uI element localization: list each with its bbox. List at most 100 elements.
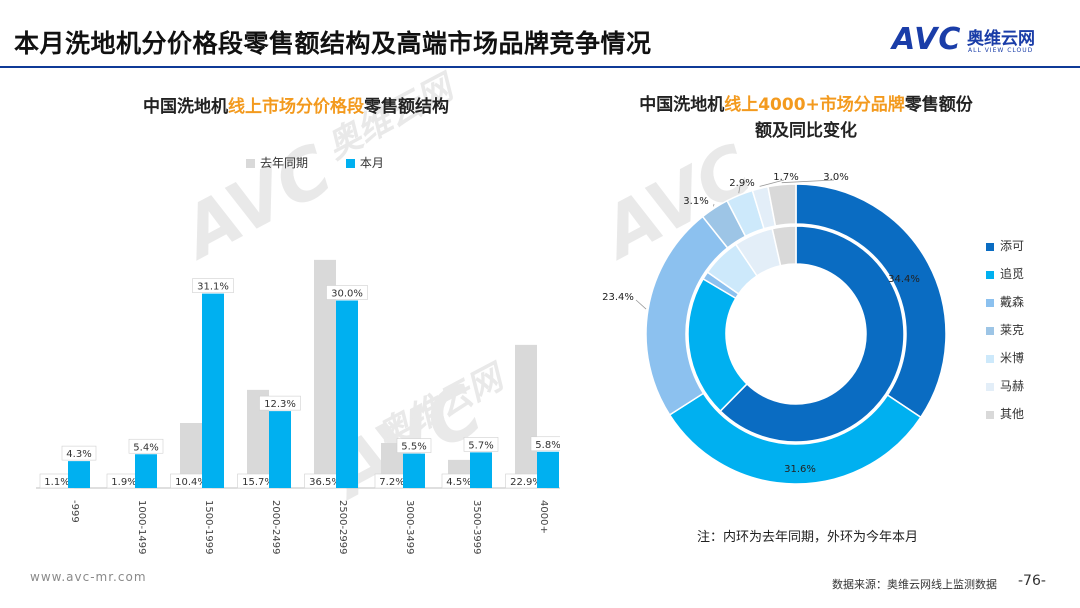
data-label-last-year: 7.2% bbox=[379, 477, 404, 488]
legend-item-last-year: 去年同期 bbox=[246, 154, 308, 171]
legend-swatch-this-month bbox=[345, 159, 355, 168]
donut-legend-swatch bbox=[986, 298, 994, 307]
data-label-box-this-month bbox=[259, 395, 301, 411]
donut-chart: 34.4% 31.6% 23.4% 3.1% 2.9% 1.7% 3.0% bbox=[602, 172, 947, 485]
donut-legend-swatch bbox=[986, 326, 994, 335]
data-label-last-year: 22.9% bbox=[510, 477, 542, 488]
donut-title-part3b: 额及同比变化 bbox=[755, 121, 857, 141]
data-label-this-month: 12.3% bbox=[264, 399, 296, 410]
data-label-last-year: 36.5% bbox=[309, 477, 341, 488]
legend-label-this-month: 本月 bbox=[359, 156, 384, 170]
donut-legend-item: 其他 bbox=[986, 404, 1024, 432]
leader-line bbox=[781, 179, 835, 184]
donut-legend-label: 马赫 bbox=[1000, 379, 1025, 393]
inner-ring-slice bbox=[771, 225, 797, 267]
leader-line bbox=[713, 203, 715, 207]
legend-label-last-year: 去年同期 bbox=[260, 156, 309, 170]
data-label-box-this-month bbox=[463, 437, 499, 452]
logo-avc-text: AVC bbox=[892, 22, 962, 57]
footer-source: 数据来源：奥维云网线上监测数据 bbox=[832, 578, 997, 591]
data-label-this-month: 5.5% bbox=[401, 442, 426, 453]
leader-line bbox=[635, 299, 647, 310]
data-label-box-this-month bbox=[530, 436, 560, 452]
x-tick-label: 2500-2999 bbox=[337, 500, 348, 555]
donut-legend-item: 添可 bbox=[986, 236, 1024, 264]
x-tick-label: -999 bbox=[69, 500, 80, 523]
logo-en-text: ALL VIEW CLOUD bbox=[968, 47, 1034, 54]
donut-legend-label: 米博 bbox=[1000, 351, 1025, 365]
bar-this-month bbox=[403, 453, 425, 488]
bar-last-year bbox=[314, 259, 336, 488]
bar-title-part3: 零售额结构 bbox=[364, 97, 449, 117]
x-tick-label: 4000+ bbox=[538, 500, 549, 534]
bar-title-part2: 线上市场分价格段 bbox=[228, 97, 364, 117]
donut-legend-label: 莱克 bbox=[1000, 323, 1025, 337]
data-label-box-this-month bbox=[396, 438, 432, 453]
data-label-last-year: 10.4% bbox=[175, 477, 207, 488]
title-rule bbox=[0, 66, 1080, 68]
data-label-last-year: 1.9% bbox=[111, 477, 136, 488]
data-label-box-this-month bbox=[192, 278, 234, 293]
bar-this-month bbox=[68, 461, 90, 488]
donut-legend-swatch bbox=[986, 410, 994, 419]
leader-line bbox=[738, 185, 741, 194]
data-label-this-month: 4.3% bbox=[66, 449, 91, 460]
donut-legend-item: 马赫 bbox=[986, 376, 1024, 404]
donut-legend-swatch bbox=[986, 270, 994, 279]
donut-legend-label: 戴森 bbox=[1000, 295, 1025, 309]
bar-title-part1: 中国洗地机 bbox=[143, 97, 228, 117]
bar-this-month bbox=[470, 452, 492, 488]
bar-chart: 1.1% 4.3% -999 1.9% 5.4% 1000-1499 10.4% 31.1% 1… bbox=[36, 259, 560, 555]
data-label-last-year: 4.5% bbox=[446, 477, 471, 488]
logo-cn-text: 奥维云网 bbox=[967, 29, 1035, 49]
donut-legend-item: 戴森 bbox=[986, 292, 1024, 320]
footer-url: www.avc-mr.com bbox=[30, 570, 147, 584]
avc-logo: AVC 奥维云网 ALL VIEW CLOUD bbox=[892, 22, 1062, 62]
x-tick-label: 1500-1999 bbox=[203, 500, 214, 555]
donut-legend-swatch bbox=[986, 382, 994, 391]
x-tick-label: 2000-2499 bbox=[270, 500, 281, 555]
data-label-box-this-month bbox=[128, 438, 164, 454]
legend-swatch-last-year bbox=[246, 159, 255, 168]
legend-item-this-month: 本月 bbox=[345, 154, 384, 171]
chart-note: 注：内环为去年同期，外环为今年本月 bbox=[697, 530, 919, 545]
donut-legend-item: 追觅 bbox=[986, 264, 1024, 292]
bar-chart-title: 中国洗地机线上市场分价格段零售额结构 bbox=[96, 92, 496, 117]
donut-legend-swatch bbox=[986, 354, 994, 363]
donut-title-part2: 线上4000+市场分品牌 bbox=[724, 95, 905, 115]
donut-legend-label: 添可 bbox=[1000, 239, 1025, 253]
outer-ring-slice bbox=[668, 392, 922, 485]
data-label-box-this-month bbox=[326, 285, 368, 300]
page-title: 本月洗地机分价格段零售额结构及高端市场品牌竞争情况 bbox=[14, 29, 652, 58]
slice-label: 23.4% bbox=[602, 292, 634, 303]
bar-this-month bbox=[336, 300, 358, 488]
slice-label: 3.0% bbox=[823, 172, 848, 183]
donut-legend-label: 追觅 bbox=[1000, 267, 1025, 281]
bar-legend: 去年同期 本月 bbox=[246, 154, 418, 171]
donut-legend-swatch bbox=[986, 242, 994, 251]
donut-legend-item: 莱克 bbox=[986, 320, 1024, 348]
data-label-last-year: 15.7% bbox=[242, 477, 274, 488]
donut-legend: 添可追觅戴森莱克米博马赫其他 bbox=[986, 236, 1024, 432]
donut-chart-title: 中国洗地机线上4000+市场分品牌零售额份 额及同比变化 bbox=[596, 92, 1016, 144]
slice-label: 31.6% bbox=[784, 464, 816, 475]
data-label-last-year: 1.1% bbox=[44, 477, 69, 488]
inner-ring-slice bbox=[719, 225, 905, 443]
outer-ring-slice bbox=[767, 183, 797, 227]
data-label-this-month: 5.7% bbox=[468, 440, 493, 451]
slice-label: 34.4% bbox=[888, 274, 920, 285]
bar-last-year bbox=[515, 344, 537, 488]
donut-legend-item: 米博 bbox=[986, 348, 1024, 376]
data-label-this-month: 5.8% bbox=[535, 440, 560, 451]
bar-this-month bbox=[269, 411, 291, 488]
bar-this-month bbox=[135, 454, 157, 488]
slice-label: 3.1% bbox=[683, 196, 708, 207]
page-number: -76- bbox=[1018, 573, 1046, 589]
leader-line bbox=[759, 179, 785, 187]
x-tick-label: 3000-3499 bbox=[404, 500, 415, 555]
bar-this-month bbox=[537, 451, 559, 488]
donut-title-part3a: 零售额份 bbox=[904, 95, 973, 115]
data-label-box-this-month bbox=[61, 445, 97, 461]
data-label-this-month: 5.4% bbox=[133, 442, 158, 453]
bar-last-year bbox=[247, 389, 269, 488]
